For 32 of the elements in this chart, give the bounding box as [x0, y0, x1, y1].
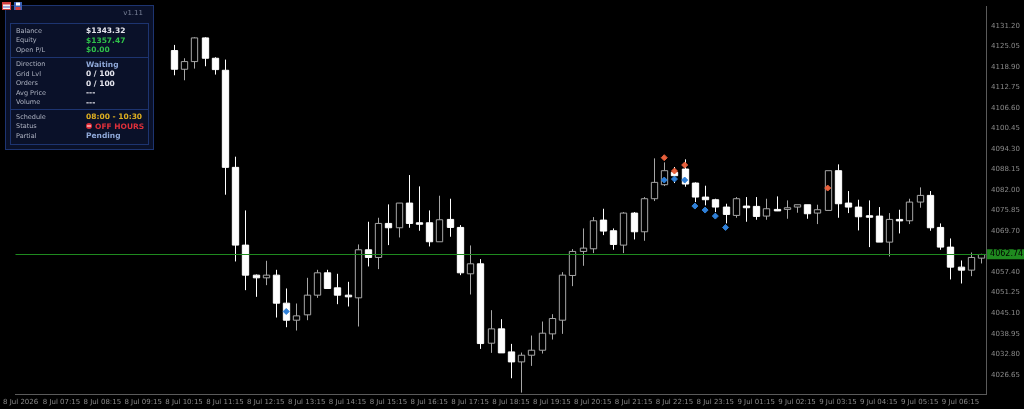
candlestick	[579, 227, 588, 267]
point	[660, 154, 668, 162]
candlestick	[395, 202, 404, 238]
candlestick	[660, 161, 669, 186]
point	[701, 206, 709, 214]
point	[681, 161, 689, 169]
candlestick	[303, 277, 312, 321]
point	[711, 212, 719, 220]
candlestick	[487, 309, 496, 354]
candlestick	[548, 313, 557, 341]
point	[691, 202, 699, 210]
candlestick	[180, 57, 189, 81]
ref-line-label: 4062.74	[990, 249, 1024, 259]
point	[824, 184, 832, 192]
candlestick	[435, 195, 444, 243]
candlestick	[262, 260, 271, 286]
candlestick	[640, 196, 649, 242]
candlestick	[517, 352, 526, 394]
point	[722, 223, 730, 231]
candlestick	[292, 303, 301, 332]
candlestick	[374, 217, 383, 270]
candlestick	[783, 199, 792, 220]
point	[670, 167, 678, 175]
point	[670, 175, 678, 183]
candlestick	[354, 243, 363, 328]
candlestick	[538, 321, 547, 355]
candlestick	[527, 335, 536, 367]
candlestick	[916, 186, 925, 209]
candlestick	[885, 212, 894, 257]
candlestick	[650, 157, 659, 202]
candlestick	[568, 248, 577, 287]
candlestick	[466, 244, 475, 295]
